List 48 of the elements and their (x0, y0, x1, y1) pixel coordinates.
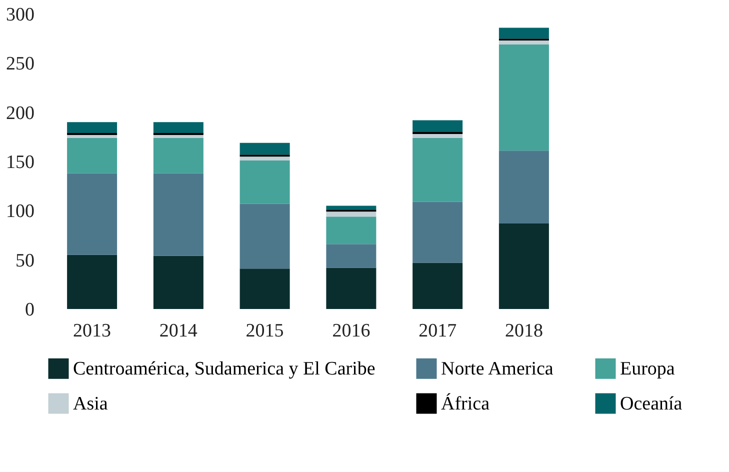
y-tick-label: 250 (6, 54, 34, 75)
y-tick-label: 0 (25, 300, 34, 320)
legend-label: Norte America (441, 358, 554, 380)
bar (240, 268, 290, 309)
bar (67, 173, 118, 255)
x-tick-label: 2013 (73, 320, 112, 342)
bar (240, 142, 290, 155)
bar (326, 268, 376, 309)
bar (326, 216, 376, 244)
y-tick-label: 300 (6, 4, 34, 26)
bar (412, 134, 463, 138)
y-tick-label: 150 (6, 152, 34, 173)
bar (153, 173, 204, 256)
x-tick-label: 2016 (332, 320, 370, 342)
y-tick-label: 200 (6, 102, 34, 124)
legend-label: Oceanía (620, 394, 683, 414)
bar (153, 134, 204, 138)
legend-label: Asia (73, 394, 108, 414)
bar (240, 156, 290, 161)
bar (498, 44, 549, 151)
bar (153, 122, 204, 133)
y-tick-label: 100 (6, 201, 34, 222)
bar (67, 122, 118, 133)
x-tick-label: 2018 (504, 320, 543, 342)
bar (412, 202, 463, 263)
bar (412, 120, 463, 132)
bar (153, 138, 204, 174)
x-tick-label: 2017 (418, 320, 457, 342)
bar (326, 244, 376, 268)
bar (240, 160, 290, 204)
bar (240, 204, 290, 269)
bar (67, 134, 118, 138)
bar (498, 28, 549, 39)
bar (67, 254, 118, 309)
bar (67, 138, 118, 174)
legend-label: Europa (620, 358, 676, 380)
x-tick-label: 2015 (246, 320, 284, 342)
bar (153, 256, 204, 309)
y-tick-label: 50 (16, 250, 34, 272)
x-tick-label: 2014 (159, 320, 198, 342)
bar (326, 212, 376, 217)
bar (498, 40, 549, 44)
bar (498, 150, 549, 224)
bar (412, 262, 463, 309)
legend-label: África (441, 392, 490, 414)
bar (498, 223, 549, 309)
bar (412, 138, 463, 202)
legend-label: Centroamérica, Sudamerica y El Caribe (73, 358, 376, 380)
